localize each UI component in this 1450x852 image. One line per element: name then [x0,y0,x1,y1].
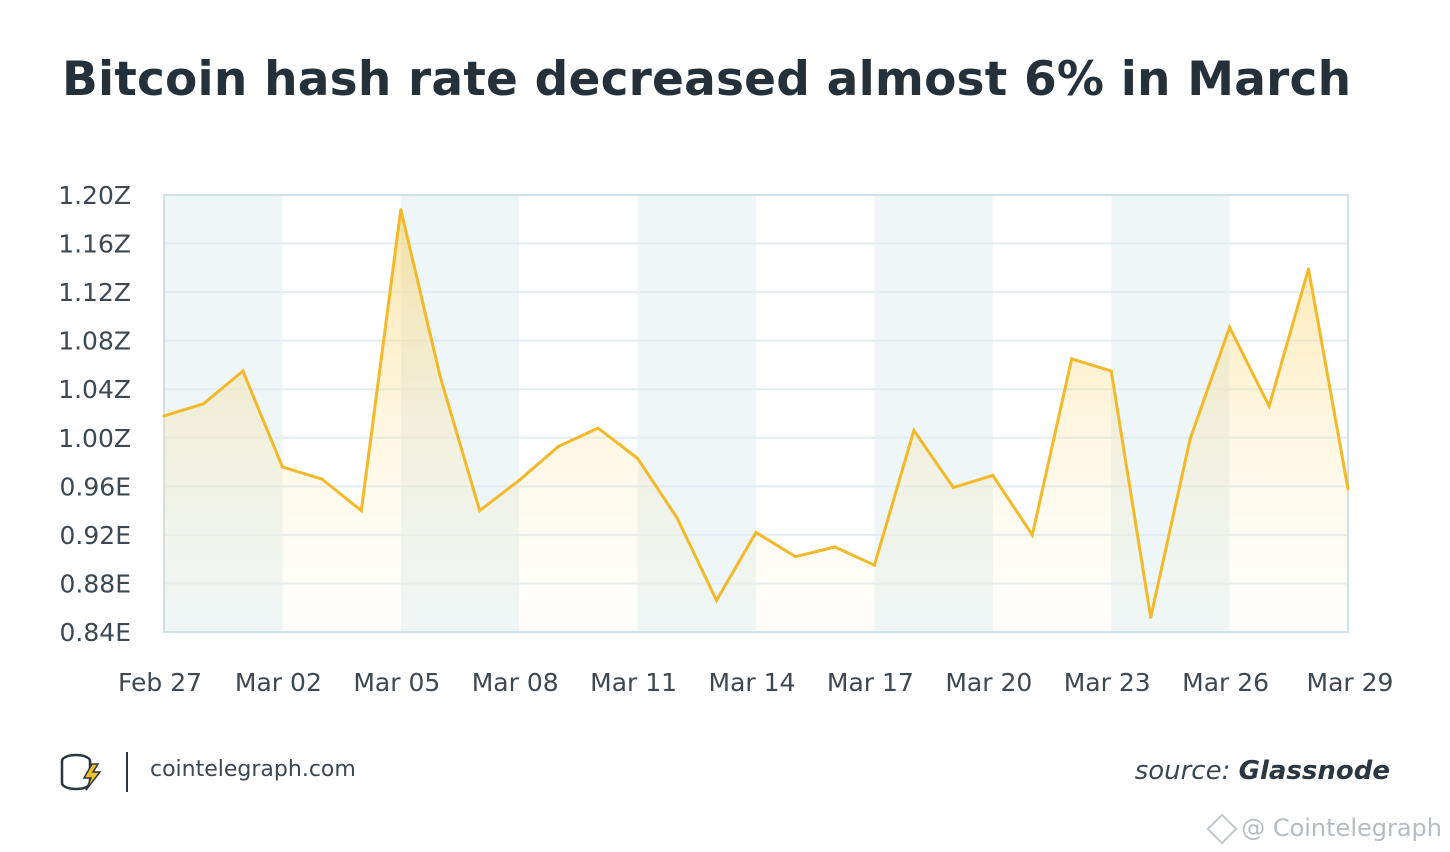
data-point [793,555,797,559]
data-point [951,486,955,490]
data-point [1149,615,1153,619]
data-point [1346,487,1350,491]
y-tick-label: 1.16Z [58,230,131,259]
x-tick-label: Mar 26 [1182,668,1269,697]
data-point [201,402,205,406]
x-tick-label: Mar 14 [709,668,796,697]
data-point [596,426,600,430]
x-tick-label: Mar 29 [1307,668,1394,697]
data-point [912,428,916,432]
x-tick-label: Mar 11 [590,668,677,697]
x-tick-label: Feb 27 [118,668,202,697]
y-tick-label: 0.96E [60,472,131,501]
x-tick-label: Mar 05 [353,668,440,697]
hash-rate-area [164,209,1348,632]
data-point [675,516,679,520]
y-tick-label: 0.88E [60,569,131,598]
x-tick-label: Mar 08 [472,668,559,697]
data-point [399,208,403,212]
y-tick-label: 0.84E [60,618,131,647]
data-point [1030,533,1034,537]
watermark: @ Cointelegraph [1206,813,1442,845]
x-axis-ticks: Feb 27 Mar 02 Mar 05 Mar 08 Mar 11 Mar 14 Mar … [118,668,1393,697]
y-tick-label: 1.12Z [58,278,131,307]
data-point [636,456,640,460]
y-tick-label: 1.20Z [58,181,131,210]
data-point [280,465,284,469]
data-point [359,509,363,513]
data-point [1228,325,1232,329]
x-tick-label: Mar 23 [1064,668,1151,697]
data-point [991,473,995,477]
data-point [715,598,719,602]
data-point [557,444,561,448]
x-tick-label: Mar 02 [235,668,322,697]
cointelegraph-logo-icon [58,752,104,796]
data-point [833,545,837,549]
data-point [320,477,324,481]
y-tick-label: 1.00Z [58,424,131,453]
data-point [241,369,245,373]
chart-title: Bitcoin hash rate decreased almost 6% in… [62,52,1352,107]
source-prefix: source: [1134,756,1231,786]
data-points [162,208,1350,619]
data-point [162,414,166,418]
source-name: Glassnode [1238,756,1390,786]
data-point [754,530,758,534]
y-tick-label: 0.92E [60,521,131,550]
data-point [438,375,442,379]
y-tick-label: 1.04Z [58,375,131,404]
data-point [1070,357,1074,361]
data-point [1109,369,1113,373]
data-point [517,478,521,482]
data-point [1267,404,1271,408]
data-point [478,509,482,513]
data-point [1307,267,1311,271]
source-attribution: source: Glassnode [1135,756,1390,786]
x-tick-label: Mar 17 [827,668,914,697]
y-axis-ticks: 1.20Z 1.16Z 1.12Z 1.08Z 1.04Z 1.00Z 0.96E 0.92E… [58,181,131,647]
y-tick-label: 1.08Z [58,327,131,356]
data-point [872,563,876,567]
watermark-text: @ Cointelegraph [1241,814,1442,842]
site-url[interactable]: cointelegraph.com [150,757,356,782]
x-tick-label: Mar 20 [945,668,1032,697]
footer-divider [126,752,128,792]
watermark-icon [1206,813,1238,845]
data-point [1188,437,1192,441]
